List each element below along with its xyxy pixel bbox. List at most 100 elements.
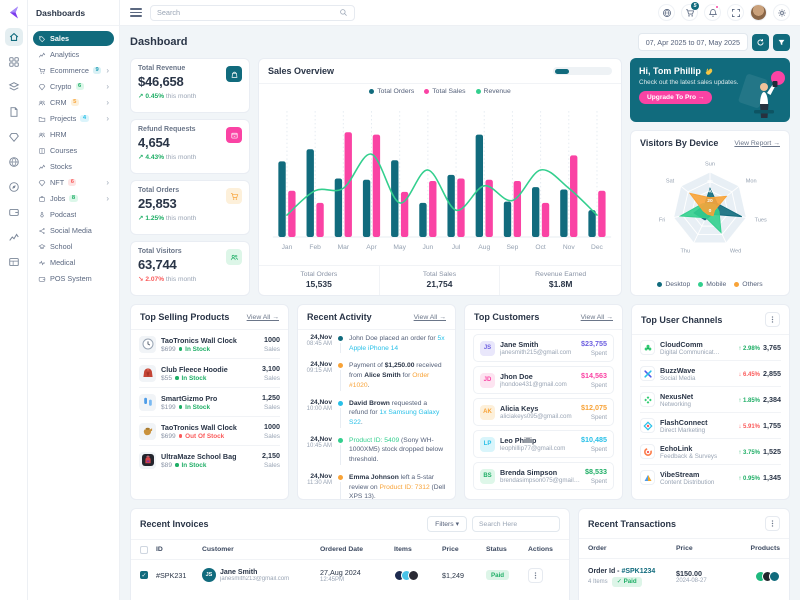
sidebar-item[interactable]: Sales [33,31,114,46]
customers-view-all-link[interactable]: View All → [580,313,613,321]
channels-list: CloudComm Digital Communication ↑ 2.98% 3… [632,335,789,499]
rail-nav-icon[interactable] [5,203,23,221]
app-logo-icon[interactable] [6,5,22,21]
sidebar-item[interactable]: Analytics [33,47,114,62]
view-report-link[interactable]: View Report → [734,139,780,147]
select-all-checkbox[interactable] [140,545,148,554]
period-tab[interactable] [569,69,583,74]
channel-list-item[interactable]: CloudComm Digital Communication ↑ 2.98% 3… [640,335,781,361]
promo-illustration [734,70,786,122]
sidebar-item[interactable]: Crypto 6 › [33,79,114,94]
activity-view-all-link[interactable]: View All → [413,313,446,321]
fullscreen-icon[interactable] [727,4,744,21]
channel-list-item[interactable]: EchoLink Feedback & Surveys ↑ 3.75% 1,525 [640,439,781,465]
product-thumbnail [139,451,156,469]
date-range-picker[interactable]: 07, Apr 2025 to 07, May 2025 [637,33,748,51]
rail-glyph-icon [8,131,20,143]
sidebar-item[interactable]: HRM [33,127,114,142]
channel-list-item[interactable]: NexusNet Networking ↑ 1.85% 2,384 [640,387,781,413]
channel-list-item[interactable]: BuzzWave Social Media ↓ 6.45% 2,855 [640,361,781,387]
language-globe-icon[interactable] [658,4,675,21]
sidebar-item[interactable]: Projects 4 › [33,111,114,126]
product-list-item[interactable]: UltraMaze School Bag $89 In Stock 2,150 S… [139,446,280,474]
sidebar-item[interactable]: School [33,239,114,254]
customer-list-item[interactable]: JD Jhon Doe jhondoe431@gmail.com $14,563… [473,366,614,394]
rail-nav-icon[interactable] [5,228,23,246]
rail-nav-icon[interactable] [5,178,23,196]
trend-arrow-icon: ↗ [138,154,144,161]
legend-dot [369,89,375,94]
refresh-button[interactable] [752,33,769,51]
rail-nav-icon[interactable] [5,153,23,171]
product-sales-count: 1000 [264,422,280,431]
notifications-bell-icon[interactable] [704,4,721,21]
sidebar-item[interactable]: POS System [33,271,114,286]
rail-nav-icon[interactable] [5,128,23,146]
channel-list-item[interactable]: FlashConnect Direct Marketing ↓ 5.91% 1,7… [640,413,781,439]
sidebar-item[interactable]: Medical [33,255,114,270]
customer-list-item[interactable]: LP Leo Phillip leophillip77@gmail.com $1… [473,430,614,458]
hamburger-menu-icon[interactable] [130,8,142,17]
customer-email: jhondoe431@gmail.com [500,381,567,388]
sidebar-item[interactable]: Podcast [33,207,114,222]
spent-label: Spent [590,414,607,421]
product-list-item[interactable]: TaoTronics Wall Clock $699 In Stock 1000 … [139,330,280,359]
legend-item: Mobile [698,281,726,288]
timeline-line [340,481,341,499]
stat-label: Total Revenue [138,65,186,72]
sidebar-item-icon [38,67,46,75]
stat-value: 63,744 [138,257,177,272]
period-tab[interactable] [554,68,569,74]
sidebar-item[interactable]: Stocks [33,159,114,174]
activity-text: John Doe placed an order for 5x Apple iP… [349,335,445,352]
sidebar-item[interactable]: Ecommerce 9 › [33,63,114,78]
row-actions-button[interactable] [528,567,543,583]
wave-hand-icon [704,66,714,76]
period-tab[interactable] [597,69,611,74]
customer-list-item[interactable]: AK Alicia Keys aliciakeys095@gmail.com $… [473,398,614,426]
filters-dropdown[interactable]: Filters ▾ [427,516,467,532]
legend-item: Desktop [657,281,690,288]
sidebar-item[interactable]: Courses [33,143,114,158]
customer-list-item[interactable]: BS Brenda Simpson brendasimpson075@gmail… [473,462,614,490]
channels-menu-button[interactable] [765,312,780,327]
customer-list-item[interactable]: JS Jane Smith janesmith215@gmail.com $23… [473,334,614,362]
rail-nav-icon[interactable] [4,28,23,46]
stat-icon [226,188,242,204]
rail-nav-icon[interactable] [5,253,23,271]
customer-avatar: JD [480,372,495,388]
activity-time: 10:45 AM [306,442,332,449]
sidebar-item[interactable]: CRM 5 › [33,95,114,110]
settings-gear-icon[interactable] [773,4,790,21]
sidebar-item[interactable]: NFT 6 › [33,175,114,190]
invoices-search-input[interactable] [472,516,560,532]
product-list-item[interactable]: SmartGizmo Pro $199 In Stock 1,250 Sales [139,388,280,417]
user-avatar[interactable] [750,4,767,21]
sidebar-item-label: HRM [50,130,67,139]
customer-name: Jane Smith [220,568,258,576]
rail-nav-icon[interactable] [5,103,23,121]
products-view-all-link[interactable]: View All → [246,313,279,321]
legend-dot [734,282,740,287]
products-title: Top Selling Products [140,312,230,322]
period-tab[interactable] [583,69,597,74]
channel-list-item[interactable]: VibeStream Content Distribution ↑ 0.95% 1… [640,465,781,490]
svg-text:Apr: Apr [366,244,377,251]
search-icon [339,8,348,17]
filter-button[interactable] [773,33,790,51]
sidebar-item[interactable]: Social Media [33,223,114,238]
row-checkbox[interactable]: ✓ [140,571,148,579]
rail-nav-icon[interactable] [5,78,23,96]
product-thumbnail [139,422,156,440]
sidebar: Dashboards Sales Analytics Ecommerce 9 ›… [28,0,120,600]
sidebar-item-icon [38,259,46,267]
invoices-table-header: ID Customer Ordered Date Items Price Sta… [131,540,569,560]
search-input[interactable] [157,8,335,17]
upgrade-to-pro-button[interactable]: Upgrade To Pro → [639,91,713,104]
cart-icon[interactable]: 5 [681,2,699,21]
product-list-item[interactable]: Club Fleece Hoodie $55 In Stock 3,100 Sal… [139,359,280,388]
sidebar-item[interactable]: Jobs 8 › [33,191,114,206]
rail-nav-icon[interactable] [5,53,23,71]
product-list-item[interactable]: TaoTronics Wall Clock $699 Out Of Stock 1… [139,417,280,446]
transactions-menu-button[interactable] [765,516,780,531]
